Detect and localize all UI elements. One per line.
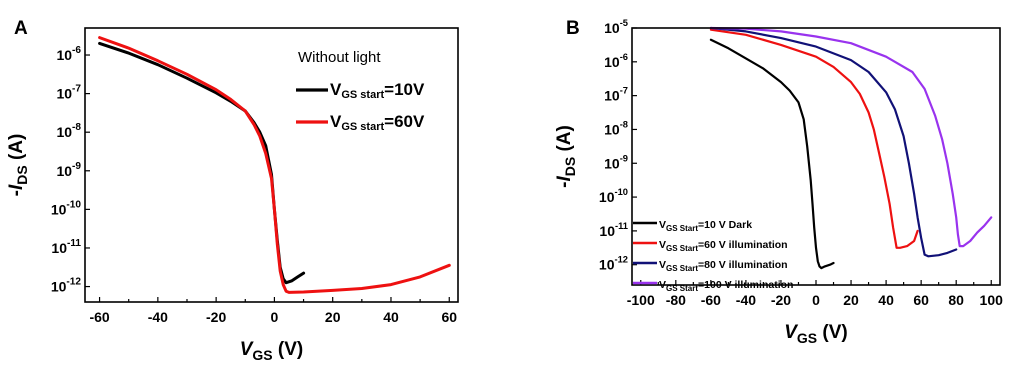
x-tick-label: 40 [878, 292, 894, 308]
x-tick-label: 60 [441, 309, 457, 325]
series-line [98, 36, 451, 294]
series-line [98, 41, 306, 285]
legend-entry: VGS Start=60 V illumination [659, 239, 788, 253]
x-axis-label: VGS (V) [784, 322, 848, 346]
y-tick-label: 10-10 [599, 187, 628, 205]
legend-entry: VGS Start=80 V illumination [659, 259, 788, 273]
x-tick-label: -20 [771, 292, 791, 308]
y-axis-label: -IDS (A) [554, 125, 578, 188]
series-line [709, 26, 993, 248]
legend-entry: VGS Start=10 V Dark [659, 219, 752, 233]
y-tick-label: 10-6 [56, 45, 81, 63]
x-tick-label: -60 [89, 309, 109, 325]
legend-title: Without light [298, 49, 381, 66]
legend-entry: VGS start=10V [330, 80, 425, 101]
legend-entry: VGS start=60V [330, 112, 425, 133]
x-tick-label: -60 [701, 292, 721, 308]
x-tick-label: 20 [325, 309, 341, 325]
panel-letter: A [14, 18, 28, 39]
legend: Without light VGS start=10V VGS start=60V [296, 49, 425, 133]
series-line [709, 38, 835, 270]
x-tick-label: -100 [627, 292, 655, 308]
y-tick-label: 10-12 [51, 277, 82, 295]
legend: VGS Start=10 V Dark VGS Start=60 V illumi… [633, 219, 793, 293]
x-tick-label: -20 [206, 309, 226, 325]
y-tick-label: 10-11 [599, 221, 628, 239]
y-tick-label: 10-9 [604, 153, 628, 171]
x-tick-label: -80 [666, 292, 686, 308]
series-line [709, 28, 919, 249]
y-tick-label: 10-5 [604, 18, 628, 36]
legend-entry: VGS Start=100 V illumination [659, 279, 793, 293]
x-axis-label: VGS (V) [240, 339, 304, 363]
series-line [709, 26, 958, 258]
y-tick-label: 10-11 [51, 238, 81, 256]
y-tick-label: 10-6 [604, 52, 628, 70]
x-tick-label: -40 [736, 292, 756, 308]
x-tick-label: 20 [843, 292, 859, 308]
y-tick-label: 10-12 [599, 255, 628, 273]
y-tick-label: 10-8 [56, 122, 81, 140]
y-axis-label: -IDS (A) [6, 134, 30, 197]
plot-frame [84, 27, 459, 303]
y-tick-label: 10-7 [604, 86, 628, 104]
x-tick-label: 0 [271, 309, 279, 325]
y-tick-label: 10-10 [51, 199, 82, 217]
chart-panel-a: A -60 -40 -20 0 20 40 60 10-12 10-11 10-10 10-9 10-8… [6, 18, 459, 363]
x-tick-label: 40 [383, 309, 399, 325]
chart-panel-b: B -100 -80 -60 -40 -20 0 20 40 60 80 100 10-12 10-11 1… [554, 18, 1003, 346]
y-tick-label: 10-9 [56, 161, 81, 179]
x-tick-label: 100 [980, 292, 1004, 308]
y-tick-label: 10-7 [56, 84, 81, 102]
x-tick-label: 80 [948, 292, 964, 308]
panel-letter: B [566, 18, 580, 39]
x-tick-label: 60 [913, 292, 929, 308]
x-tick-label: -40 [148, 309, 168, 325]
x-tick-label: 0 [812, 292, 820, 308]
y-tick-label: 10-8 [604, 119, 628, 137]
